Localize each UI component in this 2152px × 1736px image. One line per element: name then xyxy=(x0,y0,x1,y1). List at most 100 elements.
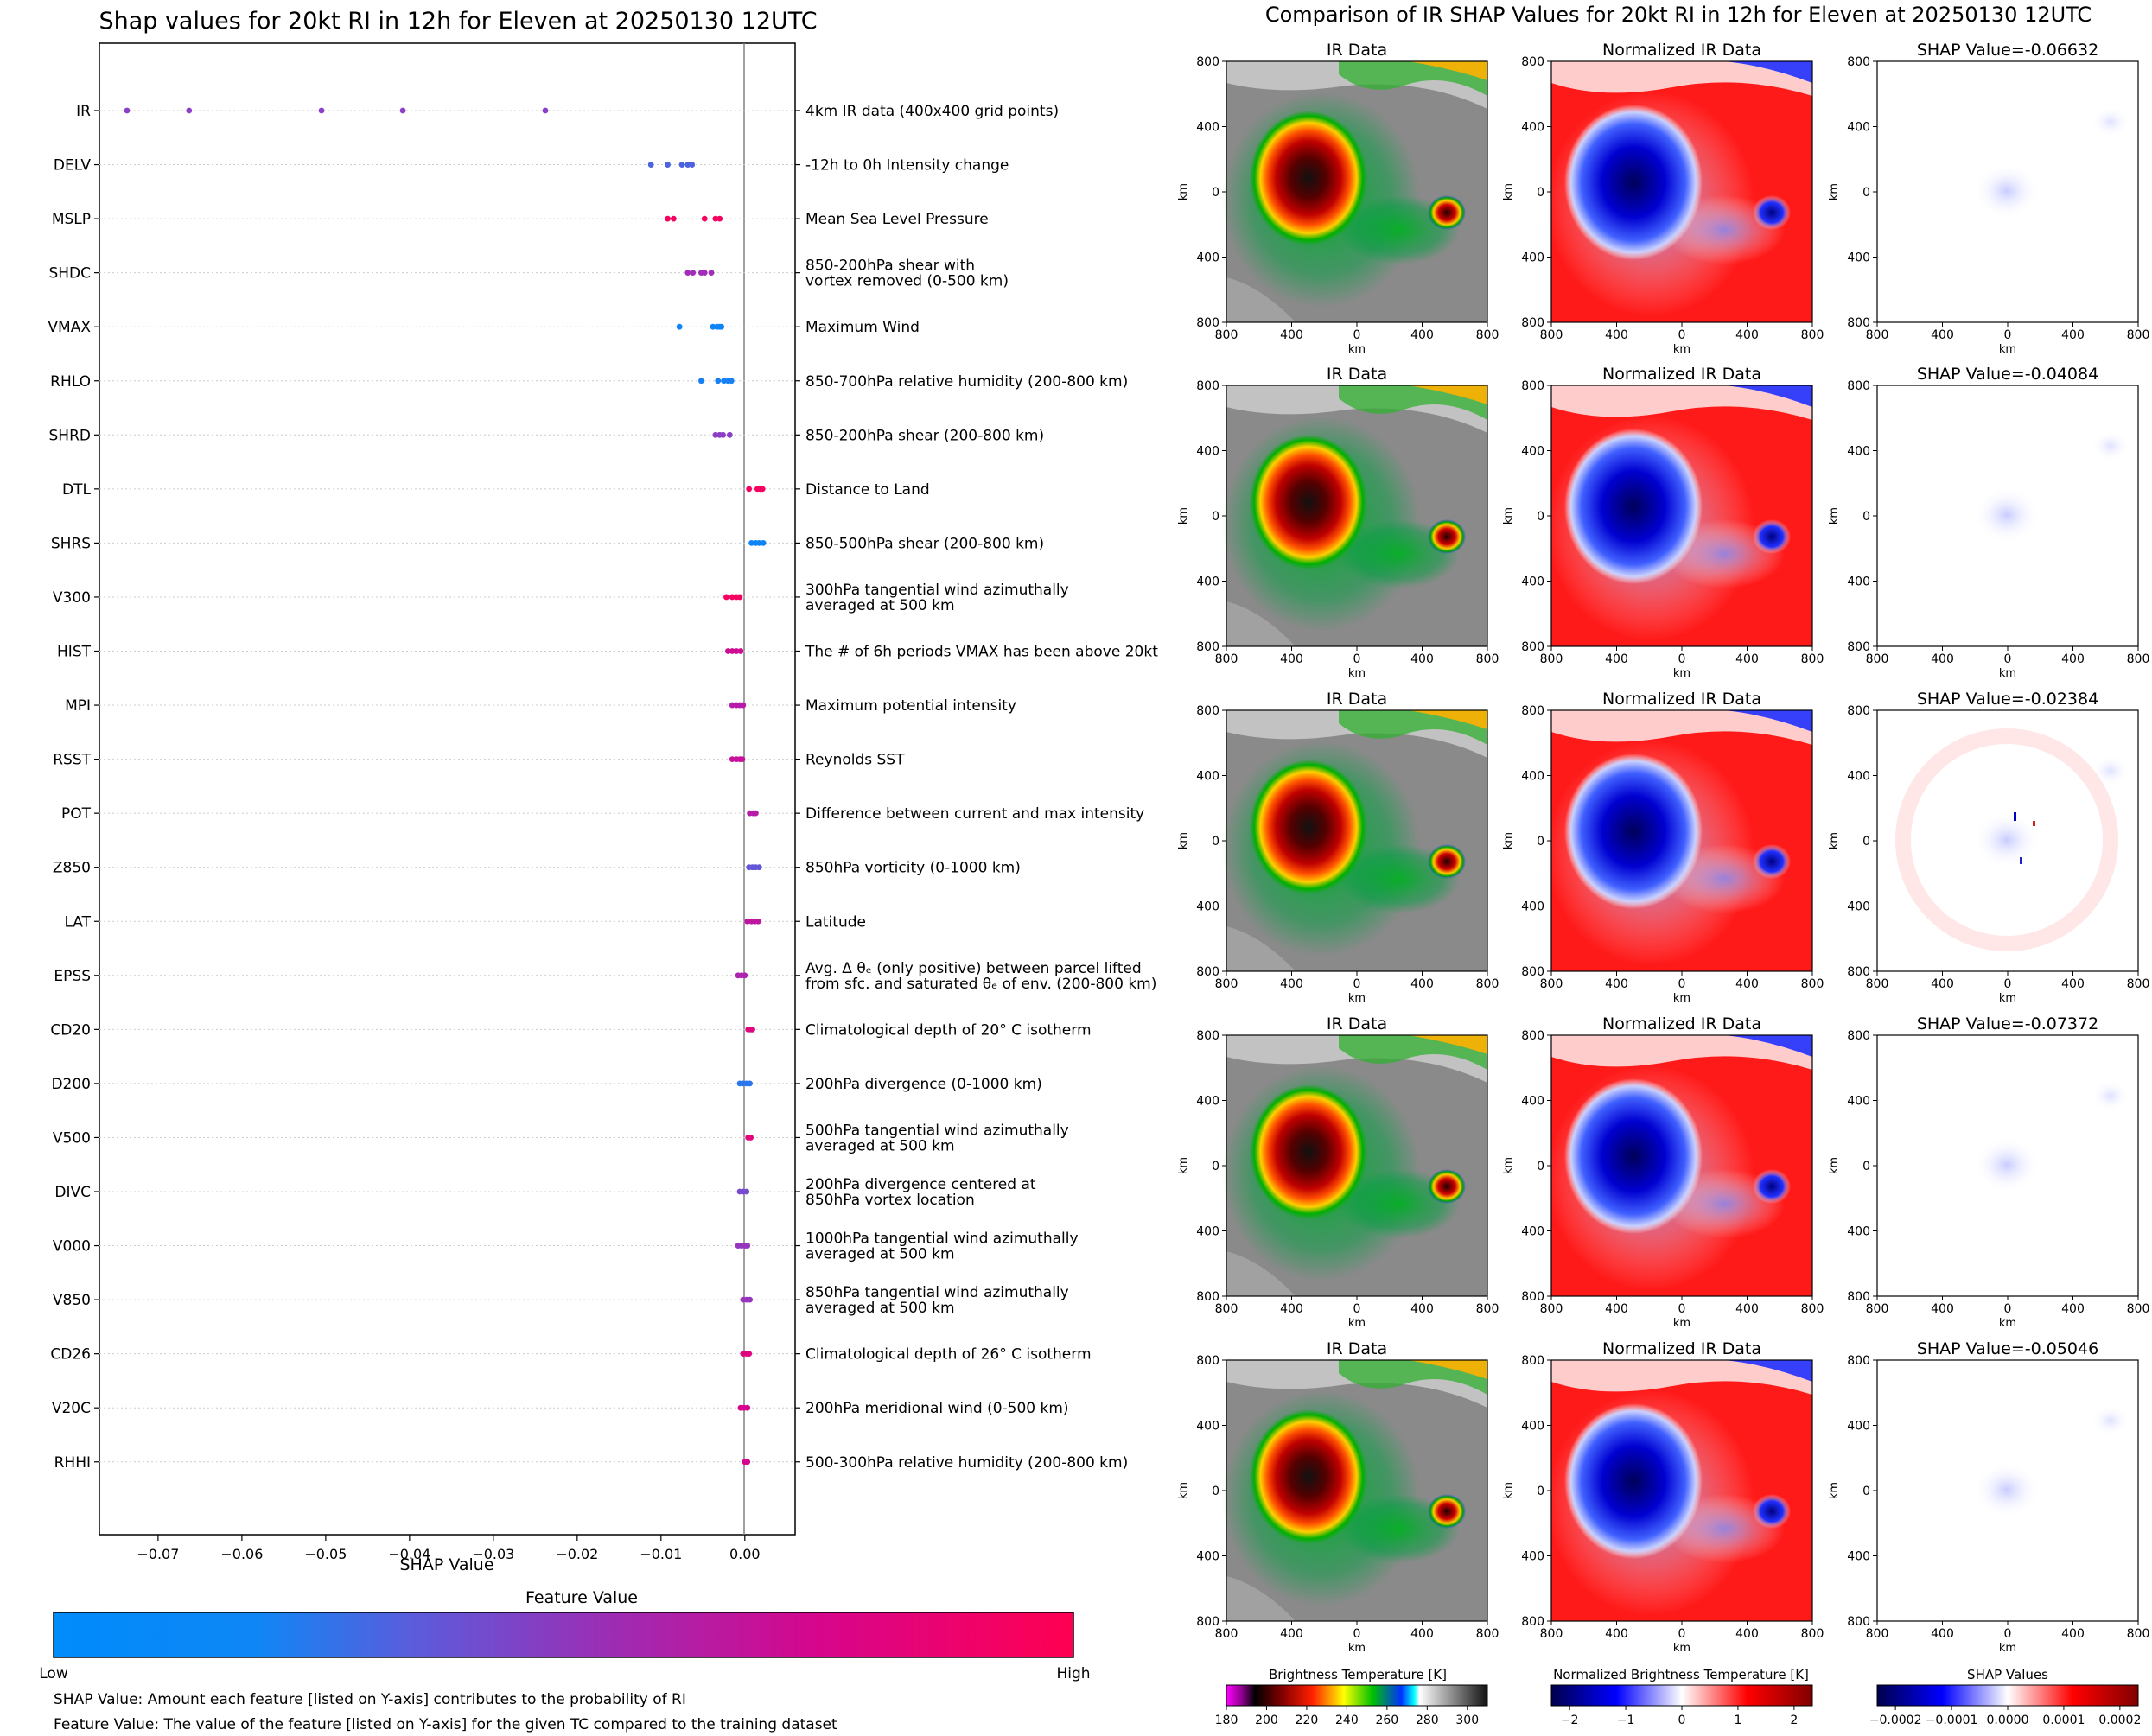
feature-description: 300hPa tangential wind azimuthally averag… xyxy=(805,582,1069,614)
ir-storm-core xyxy=(1250,111,1367,245)
shap-colorbar-gradient xyxy=(1876,1684,2139,1707)
feature-description: -12h to 0h Intensity change xyxy=(805,157,1009,175)
panel-y-tick-label: 400 xyxy=(1847,1550,1870,1564)
ir-cloud-band xyxy=(1339,61,1487,96)
feature-label: DELV xyxy=(54,157,91,175)
feature-description: Climatological depth of 26° C isotherm xyxy=(805,1346,1092,1364)
panel-x-label: km xyxy=(1999,1642,2016,1655)
shap-blob xyxy=(2092,1080,2130,1111)
shap-point xyxy=(759,486,766,493)
colorbar-title: Feature Value xyxy=(525,1588,638,1607)
panel-y-tick-label: 800 xyxy=(1521,640,1544,654)
norm-colorbar-gradient xyxy=(1550,1684,1813,1707)
panel-y-tick-label: 400 xyxy=(1521,1225,1544,1239)
panel-y-tick-label: 400 xyxy=(1847,251,1870,265)
shap-point xyxy=(747,1296,754,1303)
panel-y-tick-label: 800 xyxy=(1521,1354,1544,1368)
norm-colorbar-tick-label: 2 xyxy=(1790,1714,1798,1727)
ir-cloud xyxy=(1226,277,1296,322)
feature-label: SHRD xyxy=(49,427,91,444)
norm-colorbar-tick-label: −1 xyxy=(1617,1714,1635,1727)
panel-x-tick-label: 0 xyxy=(1678,652,1686,666)
shap-point xyxy=(748,1135,754,1141)
ir-colorbar-tick-label: 260 xyxy=(1375,1714,1398,1727)
panel-shap-1: SHAP Value=-0.06632800800400400004004008… xyxy=(1828,41,2149,356)
panel-y-tick-label: 0 xyxy=(1212,835,1219,849)
feature-description: 1000hPa tangential wind azimuthally avera… xyxy=(805,1230,1079,1263)
norm-region xyxy=(1724,1360,1812,1382)
panel-y-tick-label: 0 xyxy=(1862,186,1870,200)
panel-y-label: km xyxy=(1828,1157,1841,1174)
shap-ring xyxy=(1895,728,2118,951)
shap-point xyxy=(718,323,725,330)
shap-point xyxy=(729,702,735,709)
panel-x-tick-label: 0 xyxy=(2004,652,2012,666)
panel-y-tick-label: 0 xyxy=(1537,510,1544,524)
feature-label: CD20 xyxy=(50,1021,91,1039)
feature-label: RSST xyxy=(53,752,91,769)
panel-x-tick-label: 800 xyxy=(1215,1302,1238,1316)
ir-colorbar-tick-label: 300 xyxy=(1455,1714,1479,1727)
feature-description: Mean Sea Level Pressure xyxy=(805,211,989,228)
panel-y-tick-label: 400 xyxy=(1196,445,1219,459)
panel-y-tick-label: 800 xyxy=(1196,965,1219,979)
colorbar-gradient xyxy=(53,1612,1074,1658)
ir-small-storm xyxy=(1428,195,1466,230)
shap-colorbar-title: SHAP Values xyxy=(1967,1667,2048,1682)
panel-x-tick-label: 0 xyxy=(1353,652,1361,666)
panel-title: Normalized IR Data xyxy=(1602,365,1761,384)
ir-colorbar-gradient xyxy=(1226,1684,1488,1707)
panel-x-label: km xyxy=(1999,1317,2016,1330)
panel-x-label: km xyxy=(1348,667,1366,680)
feature-label: V000 xyxy=(53,1238,91,1256)
panel-x-tick-label: 400 xyxy=(1605,977,1628,991)
panel-x-tick-label: 400 xyxy=(1605,328,1628,342)
panel-title: SHAP Value=-0.07372 xyxy=(1917,1014,2098,1033)
shap-point xyxy=(676,323,683,330)
panel-x-tick-label: 400 xyxy=(1280,328,1303,342)
panel-y-tick-label: 400 xyxy=(1521,770,1544,784)
shap-point xyxy=(748,540,754,546)
shap-point xyxy=(744,1243,751,1249)
panel-x-tick-label: 400 xyxy=(1280,1627,1303,1641)
ir-colorbar-tick-label: 280 xyxy=(1416,1714,1439,1727)
feature-description: 850hPa vorticity (0-1000 km) xyxy=(805,860,1021,877)
feature-description: 850-200hPa shear (200-800 km) xyxy=(805,427,1044,444)
panel-x-tick-label: 400 xyxy=(1280,652,1303,666)
ir-storm-core xyxy=(1250,760,1367,894)
panel-x-tick-label: 800 xyxy=(1540,977,1563,991)
panel-x-label: km xyxy=(1673,1642,1690,1655)
shap-point xyxy=(736,594,743,601)
panel-y-tick-label: 800 xyxy=(1196,1290,1219,1304)
feature-label: DTL xyxy=(62,481,91,499)
panel-x-tick-label: 800 xyxy=(1215,977,1238,991)
panel-x-label: km xyxy=(1673,343,1690,356)
panel-x-tick-label: 0 xyxy=(1353,1302,1361,1316)
shap-point xyxy=(739,756,746,762)
feature-label: V300 xyxy=(53,589,91,607)
shap-point xyxy=(733,648,740,654)
panel-norm-2: Normalized IR Data8008004004000040040080… xyxy=(1502,365,1824,680)
panel-y-tick-label: 400 xyxy=(1196,121,1219,135)
shap-point xyxy=(712,215,719,222)
x-tick-label: −0.05 xyxy=(304,1546,347,1562)
shap-point xyxy=(742,972,748,979)
ir-colorbar-tick-label: 220 xyxy=(1296,1714,1319,1727)
x-tick-label: −0.06 xyxy=(220,1546,263,1562)
panel-y-tick-label: 0 xyxy=(1862,835,1870,849)
shap-blob xyxy=(2092,1405,2130,1436)
shap-point xyxy=(760,540,767,546)
feature-label: SHRS xyxy=(51,535,91,552)
panel-x-tick-label: 800 xyxy=(1801,1302,1824,1316)
shap-point xyxy=(670,215,677,222)
ir-cold-top xyxy=(1408,1360,1487,1379)
shap-point xyxy=(690,270,697,277)
ir-cold-top xyxy=(1408,1035,1487,1054)
ir-storm-core xyxy=(1250,435,1367,569)
feature-description: Latitude xyxy=(805,913,866,931)
panel-y-tick-label: 400 xyxy=(1847,121,1870,135)
panel-y-tick-label: 800 xyxy=(1521,1615,1544,1629)
panel-x-tick-label: 400 xyxy=(1931,652,1954,666)
